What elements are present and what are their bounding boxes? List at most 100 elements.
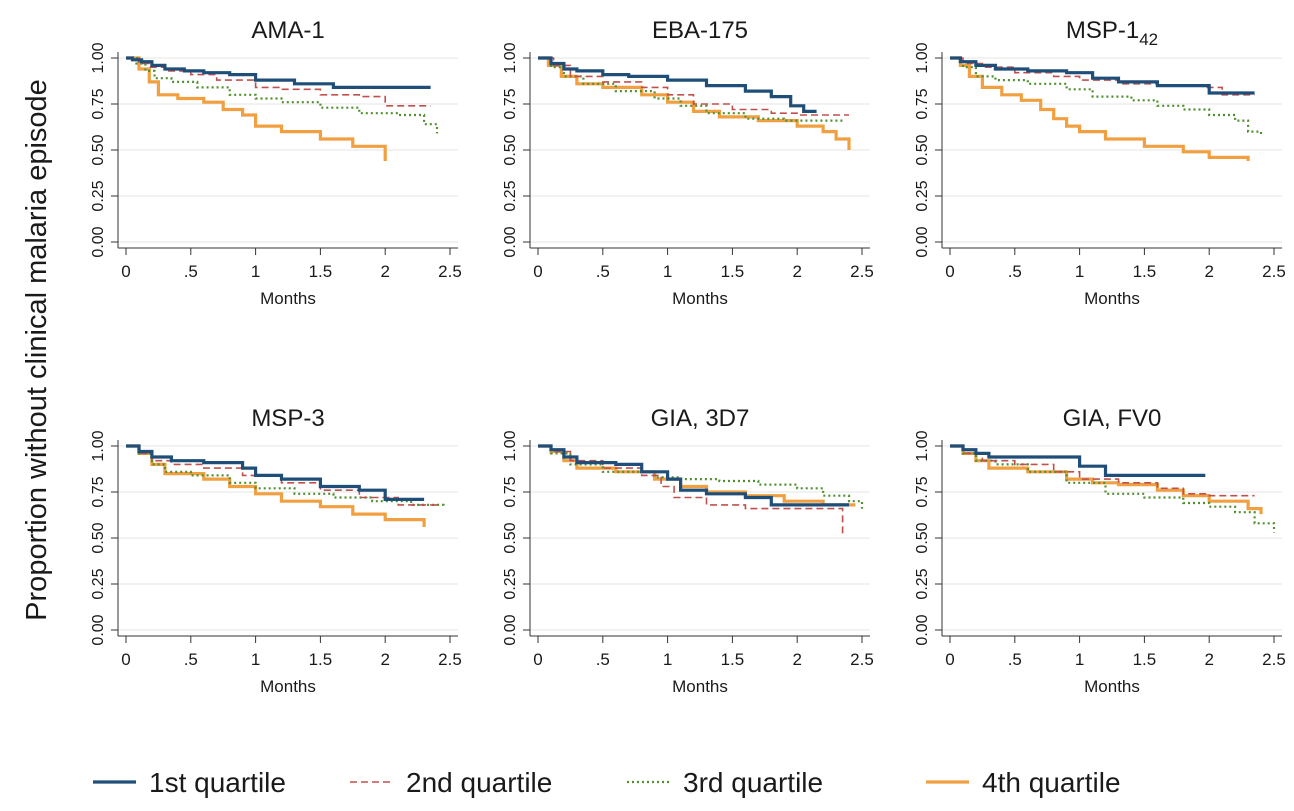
- y-tick-label: 0.25: [90, 180, 107, 211]
- legend-label: 4th quartile: [982, 767, 1121, 798]
- series-line-q1: [126, 56, 431, 89]
- y-tick-label: 0.00: [914, 226, 931, 257]
- x-tick-label: 1: [1075, 262, 1084, 281]
- series-line-q1: [538, 444, 849, 507]
- x-tick-label: 2.5: [438, 262, 462, 281]
- panel-2: 0.00 0.25 0.50 0.75 1.00 0 .5 1 1.5 2 2.5 EBA-175 Mo…: [502, 17, 874, 308]
- legend-label: 3rd quartile: [683, 767, 823, 798]
- x-tick-label: 1.5: [309, 650, 333, 669]
- series-line-q3: [538, 444, 864, 509]
- panel-title: MSP-142: [1066, 17, 1158, 49]
- y-tick-label: 1.00: [914, 42, 931, 73]
- x-tick-label: 2: [380, 262, 389, 281]
- x-tick-label: .5: [184, 262, 198, 281]
- y-tick-label: 1.00: [502, 42, 519, 73]
- legend-item-q1: 1st quartile: [93, 767, 286, 798]
- series-line-q3: [950, 56, 1263, 136]
- series-line-q3: [126, 56, 439, 134]
- panel-title-subscript: 42: [1139, 30, 1158, 49]
- y-tick-label: 0.50: [914, 134, 931, 165]
- panel-1: 0.00 0.25 0.50 0.75 1.00 0 .5 1 1.5 2 2.5 AMA-1 Mont…: [90, 17, 462, 308]
- y-tick-label: 0.75: [914, 476, 931, 507]
- series-line-q3: [126, 444, 445, 507]
- x-tick-label: 0: [945, 262, 954, 281]
- panel-title: AMA-1: [251, 17, 324, 44]
- x-tick-label: 1: [1075, 650, 1084, 669]
- y-tick-label: 0.75: [914, 88, 931, 119]
- legend-item-q3: 3rd quartile: [627, 767, 823, 798]
- y-tick-label: 0.50: [90, 134, 107, 165]
- y-tick-label: 0.50: [502, 134, 519, 165]
- series-line-q1: [950, 56, 1255, 95]
- y-tick-label: 1.00: [914, 430, 931, 461]
- x-tick-label: .5: [184, 650, 198, 669]
- panel-title-text: AMA-1: [251, 17, 324, 44]
- x-tick-label: 2: [792, 262, 801, 281]
- x-tick-label: 2.5: [850, 262, 874, 281]
- x-tick-label: 1: [663, 262, 672, 281]
- y-tick-label: 0.25: [914, 180, 931, 211]
- x-tick-label: 0: [533, 650, 542, 669]
- x-axis-label: Months: [1084, 677, 1140, 696]
- y-tick-label: 0.00: [914, 614, 931, 645]
- x-tick-label: 1.5: [721, 650, 745, 669]
- y-tick-label: 0.75: [90, 476, 107, 507]
- y-tick-label: 0.00: [502, 226, 519, 257]
- panel-4: 0.00 0.25 0.50 0.75 1.00 0 .5 1 1.5 2 2.5 MSP-3 Mont…: [90, 405, 462, 696]
- x-tick-label: 1.5: [721, 262, 745, 281]
- y-tick-label: 0.00: [90, 614, 107, 645]
- legend-item-q2: 2nd quartile: [350, 767, 552, 798]
- legend-label: 1st quartile: [149, 767, 286, 798]
- y-tick-label: 0.00: [502, 614, 519, 645]
- y-tick-label: 0.75: [502, 88, 519, 119]
- series-line-q2: [950, 445, 1255, 497]
- series-line-q1: [950, 444, 1206, 477]
- x-tick-label: 1.5: [1133, 650, 1157, 669]
- y-tick-label: 0.75: [90, 88, 107, 119]
- panel-title-text: GIA, 3D7: [651, 405, 750, 432]
- x-axis-label: Months: [260, 289, 316, 308]
- series-line-q2: [126, 57, 431, 107]
- legend-item-q4: 4th quartile: [926, 767, 1121, 798]
- x-tick-label: 1: [251, 262, 260, 281]
- panel-title-text: GIA, FV0: [1063, 405, 1162, 432]
- y-tick-label: 1.00: [502, 430, 519, 461]
- y-tick-label: 0.25: [914, 568, 931, 599]
- series-line-q4: [950, 56, 1250, 161]
- x-tick-label: 2.5: [850, 650, 874, 669]
- y-axis-title: Proportion without clinical malaria epis…: [21, 79, 53, 621]
- x-tick-label: 2.5: [1262, 650, 1286, 669]
- panel-title: EBA-175: [652, 17, 748, 44]
- series-line-q3: [950, 444, 1276, 533]
- y-tick-label: 0.50: [914, 522, 931, 553]
- x-tick-label: .5: [1008, 650, 1022, 669]
- legend-label: 2nd quartile: [406, 767, 552, 798]
- panel-title-text: MSP-3: [251, 405, 324, 432]
- x-tick-label: 0: [121, 650, 130, 669]
- panel-5: 0.00 0.25 0.50 0.75 1.00 0 .5 1 1.5 2 2.5 GIA, 3D7 M…: [502, 405, 874, 696]
- x-tick-label: .5: [1008, 262, 1022, 281]
- panel-title: MSP-3: [251, 405, 324, 432]
- x-axis-label: Months: [260, 677, 316, 696]
- panel-3: 0.00 0.25 0.50 0.75 1.00 0 .5 1 1.5 2 2.5 MSP-142 Mo…: [914, 17, 1286, 308]
- y-tick-label: 0.50: [90, 522, 107, 553]
- panel-title: GIA, FV0: [1063, 405, 1162, 432]
- y-tick-label: 1.00: [90, 430, 107, 461]
- series-line-q4: [538, 444, 856, 507]
- series-line-q1: [538, 56, 817, 113]
- panel-title-text: EBA-175: [652, 17, 748, 44]
- y-tick-label: 0.00: [90, 226, 107, 257]
- x-tick-label: 2: [792, 650, 801, 669]
- x-tick-label: 2.5: [438, 650, 462, 669]
- y-tick-label: 0.75: [502, 476, 519, 507]
- x-tick-label: 2: [1204, 650, 1213, 669]
- x-tick-label: 1: [663, 650, 672, 669]
- x-tick-label: 2: [380, 650, 389, 669]
- x-tick-label: 0: [121, 262, 130, 281]
- legend: 1st quartile 2nd quartile 3rd quartile 4th …: [93, 767, 1121, 798]
- y-tick-label: 0.50: [502, 522, 519, 553]
- series-line-q2: [538, 57, 849, 116]
- series-line-q3: [538, 56, 843, 122]
- x-tick-label: 1.5: [1133, 262, 1157, 281]
